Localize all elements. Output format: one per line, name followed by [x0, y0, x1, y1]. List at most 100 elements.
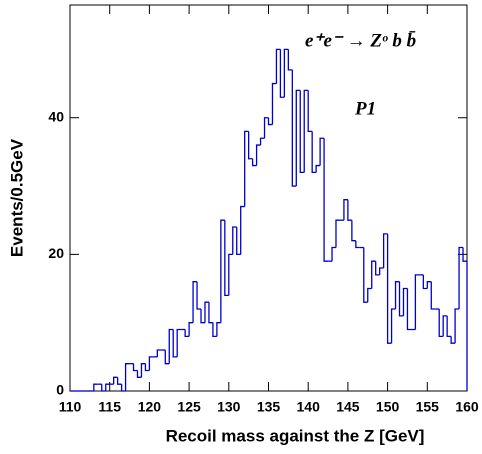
x-tick-label: 125 — [177, 399, 201, 415]
histogram-bin — [323, 138, 329, 262]
histogram-bin — [116, 377, 122, 385]
histogram-bin — [335, 219, 340, 248]
histogram-bin — [307, 90, 313, 133]
histogram-bin — [168, 328, 174, 364]
histogram-bin — [442, 315, 448, 337]
histogram-bin — [430, 281, 436, 310]
histogram-bin — [382, 233, 388, 269]
histogram-bin — [275, 48, 281, 84]
x-tick-label: 135 — [257, 399, 281, 415]
histogram-bin — [319, 137, 325, 166]
histogram-bin — [204, 301, 209, 323]
histogram-bin — [295, 89, 301, 187]
y-tick-label: 0 — [56, 382, 64, 398]
histogram-bin — [363, 247, 368, 303]
histogram-bin — [390, 308, 396, 344]
histogram-bin — [386, 233, 392, 344]
histogram-bin — [355, 240, 360, 249]
x-tick-label: 145 — [336, 399, 360, 415]
histogram-bin — [136, 370, 142, 378]
histogram-bin — [101, 384, 106, 392]
histogram-bin — [271, 82, 277, 125]
histogram-bin — [212, 322, 217, 337]
histogram-bin — [291, 69, 297, 187]
histogram-bin — [426, 281, 432, 289]
histogram-bin — [156, 349, 162, 357]
histogram-bin — [172, 329, 178, 358]
histogram-bin — [216, 322, 221, 337]
x-tick-label: 150 — [376, 399, 400, 415]
histogram-bin — [93, 383, 98, 391]
histogram-bin — [283, 48, 289, 98]
histogram-bin — [236, 227, 241, 256]
histogram-bin — [299, 90, 305, 174]
histogram-bin — [414, 274, 420, 330]
x-tick-label: 160 — [455, 399, 479, 415]
x-tick-label: 155 — [416, 399, 440, 415]
histogram-bin — [132, 363, 138, 372]
x-tick-label: 120 — [138, 399, 162, 415]
annotation: e⁺e⁻ → Zᵒ b b̄ — [305, 30, 416, 51]
histogram-bin — [303, 89, 309, 173]
histogram-bin — [251, 158, 257, 167]
histogram-bin — [394, 281, 400, 310]
plot-frame — [69, 4, 468, 392]
histogram-bin — [240, 205, 245, 255]
histogram-bin — [375, 261, 380, 276]
histogram-bin — [244, 130, 249, 207]
histogram-bin — [176, 328, 182, 357]
y-tick-label: 40 — [48, 108, 64, 124]
histogram-bin — [124, 363, 130, 391]
histogram-bin — [287, 49, 293, 71]
histogram-bin — [184, 329, 190, 337]
histogram-bin — [263, 117, 269, 139]
histogram-bin — [232, 226, 237, 255]
x-tick-label: 140 — [297, 399, 321, 415]
histogram-bin — [248, 131, 253, 160]
y-axis-title: Events/0.5GeV — [7, 138, 26, 257]
histogram-bin — [192, 281, 198, 323]
histogram-bin — [331, 246, 336, 262]
histogram-bin — [367, 287, 372, 303]
histogram-bin — [220, 219, 225, 323]
histogram-bin — [224, 220, 229, 297]
histogram-bin — [279, 49, 285, 98]
histogram-bin — [422, 274, 428, 290]
histogram-bin — [164, 350, 170, 365]
histogram-bin — [462, 247, 468, 391]
x-tick-label: 115 — [98, 399, 121, 415]
histogram-bin — [315, 164, 321, 173]
histogram-bin — [446, 315, 452, 337]
histogram-bin — [200, 309, 205, 324]
histogram-bin — [113, 376, 118, 385]
annotation: P1 — [354, 98, 376, 119]
x-axis-title: Recoil mass against the Z [GeV] — [166, 426, 425, 445]
histogram-bin — [144, 363, 150, 372]
histogram-bin — [406, 288, 412, 331]
x-tick-label: 130 — [217, 399, 241, 415]
histogram-bin — [259, 137, 265, 146]
histogram-bin — [311, 131, 317, 174]
histogram-bin — [343, 199, 348, 221]
histogram-bin — [450, 336, 456, 344]
histogram-bin — [438, 309, 444, 337]
histogram-bin — [255, 144, 261, 166]
histogram-bin — [267, 117, 273, 126]
histogram-bin — [402, 287, 408, 316]
histogram-bin — [351, 220, 356, 242]
y-tick-label: 20 — [48, 245, 64, 261]
histogram-bin — [196, 281, 202, 310]
histogram-bin — [454, 308, 460, 344]
histogram-bin — [379, 267, 384, 275]
histogram-bin — [140, 363, 146, 378]
histogram-bin — [371, 260, 376, 289]
histogram-bin — [458, 246, 464, 310]
histogram-bin — [148, 356, 154, 371]
histogram-bin — [347, 199, 352, 221]
histogram-bin — [105, 383, 110, 391]
histogram-bin — [188, 322, 194, 337]
x-tick-label: 110 — [59, 399, 82, 415]
histogram-bin — [398, 281, 404, 317]
histogram-bin — [120, 384, 126, 392]
